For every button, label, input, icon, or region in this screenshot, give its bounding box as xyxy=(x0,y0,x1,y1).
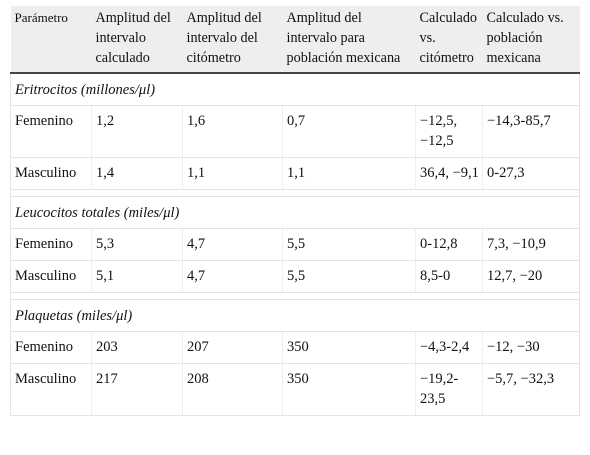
section-row-eritrocitos: Eritrocitos (millones/μl) xyxy=(10,72,580,106)
header-parametro: Parámetro xyxy=(10,6,92,74)
table-cell: Masculino xyxy=(10,157,92,190)
table-cell: Femenino xyxy=(10,105,92,158)
section-title: Eritrocitos (millones/μl) xyxy=(10,72,580,106)
table-cell: 36,4, −9,1 xyxy=(415,157,483,190)
header-calculado-vs-citometro: Calculado vs. citómetro xyxy=(415,6,483,74)
table-row: Masculino 1,4 1,1 1,1 36,4, −9,1 0-27,3 xyxy=(10,157,580,190)
table-cell: −5,7, −32,3 xyxy=(482,363,580,416)
table-cell: 350 xyxy=(282,331,416,364)
table-cell: −14,3-85,7 xyxy=(482,105,580,158)
header-amplitud-calculado: Amplitud del intervalo calculado xyxy=(91,6,183,74)
table-cell: 1,1 xyxy=(282,157,416,190)
table-header-row: Parámetro Amplitud del intervalo calcula… xyxy=(10,6,580,74)
table-cell: 0-12,8 xyxy=(415,228,483,261)
table-cell: 1,4 xyxy=(91,157,183,190)
section-title: Leucocitos totales (miles/μl) xyxy=(10,196,580,229)
table-cell: 217 xyxy=(91,363,183,416)
table-cell: 5,5 xyxy=(282,260,416,293)
table-cell: Femenino xyxy=(10,228,92,261)
data-table: Parámetro Amplitud del intervalo calcula… xyxy=(10,6,580,416)
spacer-cell xyxy=(10,292,580,300)
table-cell: 0-27,3 xyxy=(482,157,580,190)
header-amplitud-citometro: Amplitud del intervalo del citómetro xyxy=(182,6,283,74)
table-cell: −19,2-23,5 xyxy=(415,363,483,416)
table-cell: 7,3, −10,9 xyxy=(482,228,580,261)
table-row: Femenino 203 207 350 −4,3-2,4 −12, −30 xyxy=(10,331,580,364)
table-cell: 12,7, −20 xyxy=(482,260,580,293)
table-cell: 1,2 xyxy=(91,105,183,158)
table-cell: 0,7 xyxy=(282,105,416,158)
table-cell: 4,7 xyxy=(182,228,283,261)
table-cell: 350 xyxy=(282,363,416,416)
spacer-row xyxy=(10,292,580,300)
table-row: Femenino 5,3 4,7 5,5 0-12,8 7,3, −10,9 xyxy=(10,228,580,261)
table-cell: 5,1 xyxy=(91,260,183,293)
spacer-cell xyxy=(10,189,580,197)
table-row: Femenino 1,2 1,6 0,7 −12,5, −12,5 −14,3-… xyxy=(10,105,580,158)
table-cell: 208 xyxy=(182,363,283,416)
section-row-leucocitos: Leucocitos totales (miles/μl) xyxy=(10,196,580,229)
table-cell: Femenino xyxy=(10,331,92,364)
table-cell: 4,7 xyxy=(182,260,283,293)
header-calculado-vs-poblacion: Calculado vs. población mexicana xyxy=(482,6,580,74)
table-cell: 207 xyxy=(182,331,283,364)
table-cell: Masculino xyxy=(10,260,92,293)
table-row: Masculino 5,1 4,7 5,5 8,5-0 12,7, −20 xyxy=(10,260,580,293)
table-cell: 8,5-0 xyxy=(415,260,483,293)
section-row-plaquetas: Plaquetas (miles/μl) xyxy=(10,299,580,332)
table-cell: Masculino xyxy=(10,363,92,416)
table-cell: 1,6 xyxy=(182,105,283,158)
table-cell: 5,3 xyxy=(91,228,183,261)
header-amplitud-poblacion-mexicana: Amplitud del intervalo para población me… xyxy=(282,6,416,74)
table-row: Masculino 217 208 350 −19,2-23,5 −5,7, −… xyxy=(10,363,580,416)
section-title: Plaquetas (miles/μl) xyxy=(10,299,580,332)
table-cell: −12, −30 xyxy=(482,331,580,364)
table-cell: 1,1 xyxy=(182,157,283,190)
table-cell: −12,5, −12,5 xyxy=(415,105,483,158)
table-cell: 203 xyxy=(91,331,183,364)
spacer-row xyxy=(10,189,580,197)
table-cell: −4,3-2,4 xyxy=(415,331,483,364)
table-cell: 5,5 xyxy=(282,228,416,261)
